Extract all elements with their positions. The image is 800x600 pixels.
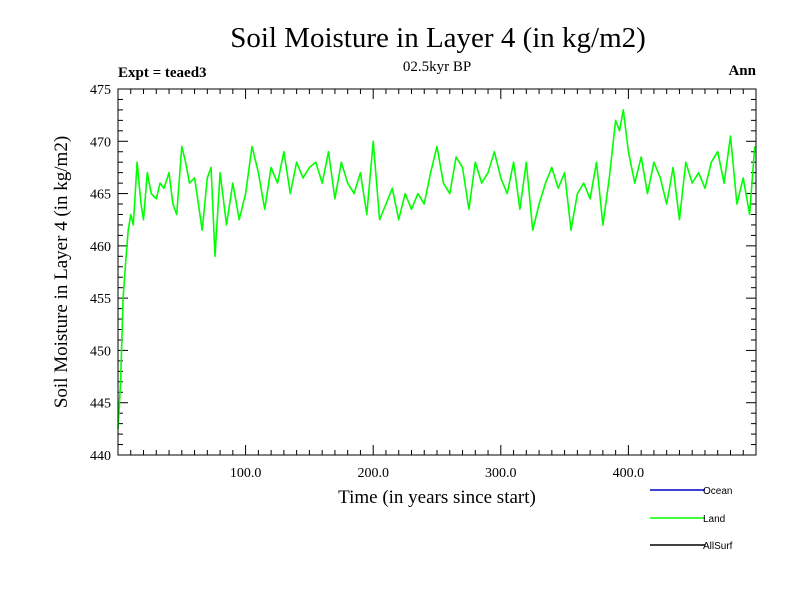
chart-title: Soil Moisture in Layer 4 (in kg/m2): [230, 22, 646, 54]
legend-label-ocean: Ocean: [703, 486, 732, 497]
y-tick-label: 470: [90, 135, 111, 150]
chart-subtitle: 02.5kyr BP: [403, 59, 471, 75]
period-label: Ann: [728, 63, 756, 79]
y-tick-label: 455: [90, 292, 111, 307]
x-tick-label: 400.0: [613, 466, 645, 481]
y-tick-label: 450: [90, 344, 111, 359]
y-tick-label: 440: [90, 449, 111, 464]
y-tick-label: 475: [90, 83, 111, 98]
experiment-label: Expt = teaed3: [118, 65, 207, 81]
y-tick-label: 465: [90, 188, 111, 203]
legend: Ocean Land AllSurf: [650, 486, 733, 552]
y-tick-label: 445: [90, 397, 111, 412]
plot-frame: [117, 88, 757, 456]
x-tick-label: 100.0: [230, 466, 262, 481]
y-tick-label: 460: [90, 240, 111, 255]
x-tick-label: 300.0: [485, 466, 517, 481]
x-axis-label: Time (in years since start): [338, 487, 536, 508]
x-tick-label: 200.0: [357, 466, 389, 481]
legend-label-allsurf: AllSurf: [703, 541, 733, 552]
plot-area: 440 445 450 455 460 465 470 475 100.0 200.0 300.0 4…: [90, 83, 756, 481]
y-axis-label: Soil Moisture in Layer 4 (in kg/m2): [51, 136, 72, 408]
series-line-land: [117, 109, 756, 429]
legend-label-land: Land: [703, 514, 725, 525]
